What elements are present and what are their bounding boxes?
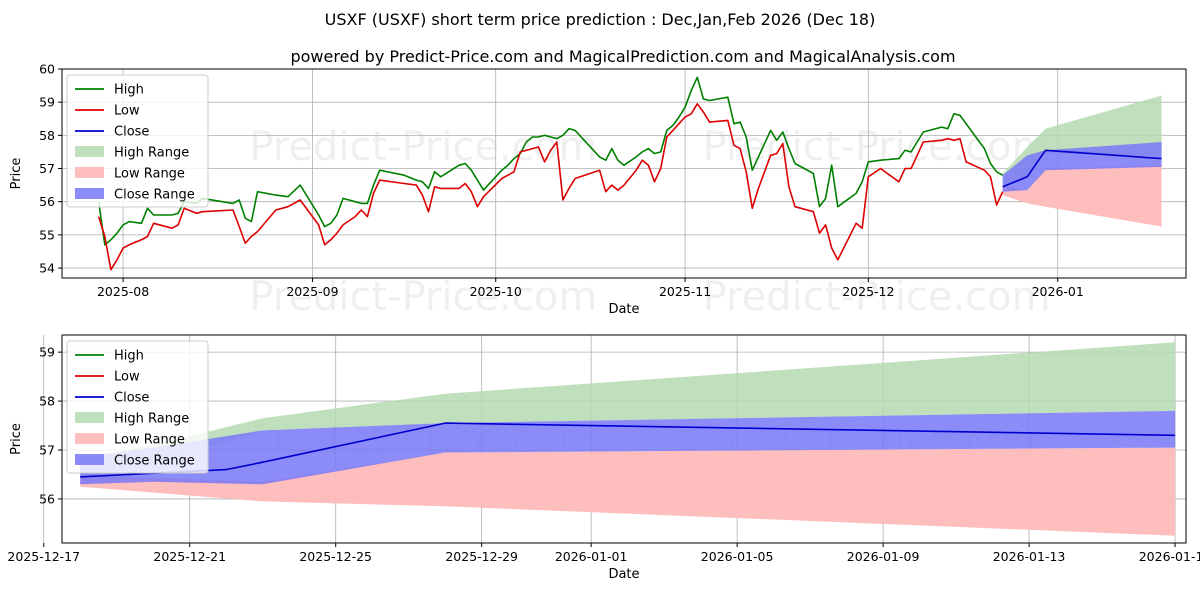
forecast-panel: Predict-Price.comPredict-Price.com2025-1… [7,334,1200,582]
low-range-legend-label: Low Range [114,433,185,448]
low-range-legend-swatch [75,167,104,178]
plot-area [80,342,1176,536]
y-tick-label: 59 [39,95,55,110]
y-tick-label: 56 [39,491,55,506]
x-tick-label: 2025-12-25 [299,549,372,564]
y-tick-label: 60 [39,62,55,77]
watermark-text: Predict-Price.com [249,124,597,170]
close-legend-label: Close [114,125,149,140]
x-tick-label: 2025-12-17 [7,549,80,564]
close-range-legend-swatch [75,188,104,199]
watermark-text: Predict-Price.com [249,274,597,320]
plot-area [97,76,1162,271]
x-tick-label: 2026-01-09 [847,549,920,564]
x-axis-label: Date [608,567,639,582]
y-tick-label: 54 [39,261,55,276]
y-axis-label: Price [9,158,24,190]
axes-frame [61,68,1187,279]
y-tick-label: 56 [39,194,55,209]
x-axis-label: Date [608,302,639,317]
y-tick-label: 57 [39,443,55,458]
x-tick-label: 2025-12-29 [445,549,518,564]
high-legend-label: High [114,83,144,98]
history-panel: Predict-Price.com Predict-Price.com Predic… [9,62,1187,320]
y-tick-label: 58 [39,128,55,143]
x-tick-label: 2025-12-21 [153,549,226,564]
x-tick-label: 2025-10 [470,284,522,299]
close-range-band [80,410,1176,485]
axes-frame [61,334,1187,544]
x-tick-label: 2025-11 [659,284,711,299]
y-tick-label: 57 [39,161,55,176]
close-range-legend-swatch [75,454,104,465]
high-range-legend-swatch [75,412,104,423]
close-legend-label: Close [114,391,149,406]
low-range-band [80,447,1176,536]
y-axis-label: Price [9,423,24,455]
close-range-legend-label: Close Range [114,454,195,469]
high-range-legend-swatch [75,146,104,157]
chart-subtitle: powered by Predict-Price.com and Magical… [290,47,955,66]
x-tick-label: 2026-01-13 [993,549,1066,564]
y-tick-label: 59 [39,345,55,360]
high-range-legend-label: High Range [114,412,189,427]
x-tick-label: 2025-09 [286,284,338,299]
chart-title: USXF (USXF) short term price prediction … [325,10,876,29]
low-series-line [97,103,1004,271]
close-range-legend-label: Close Range [114,188,195,203]
x-tick-label: 2026-01-17 [1139,549,1200,564]
high-range-band [1002,95,1162,187]
x-tick-label: 2026-01 [1032,284,1084,299]
y-tick-label: 58 [39,394,55,409]
watermark-text: Predict-Price.com [703,124,1051,170]
x-tick-label: 2025-12 [842,284,894,299]
low-range-legend-swatch [75,433,104,444]
high-legend-label: High [114,349,144,364]
x-tick-label: 2026-01-01 [555,549,628,564]
high-range-legend-label: High Range [114,146,189,161]
low-legend-label: Low [114,104,140,119]
x-tick-label: 2025-08 [97,284,149,299]
x-tick-label: 2026-01-05 [701,549,774,564]
high-range-band [80,342,1176,477]
low-range-legend-label: Low Range [114,167,185,182]
high-series-line [97,76,1004,246]
watermark-text: Predict-Price.com [703,274,1051,320]
low-legend-label: Low [114,370,140,385]
close-series-line [1002,149,1162,188]
y-tick-label: 55 [39,227,55,242]
low-range-band [1002,165,1162,227]
